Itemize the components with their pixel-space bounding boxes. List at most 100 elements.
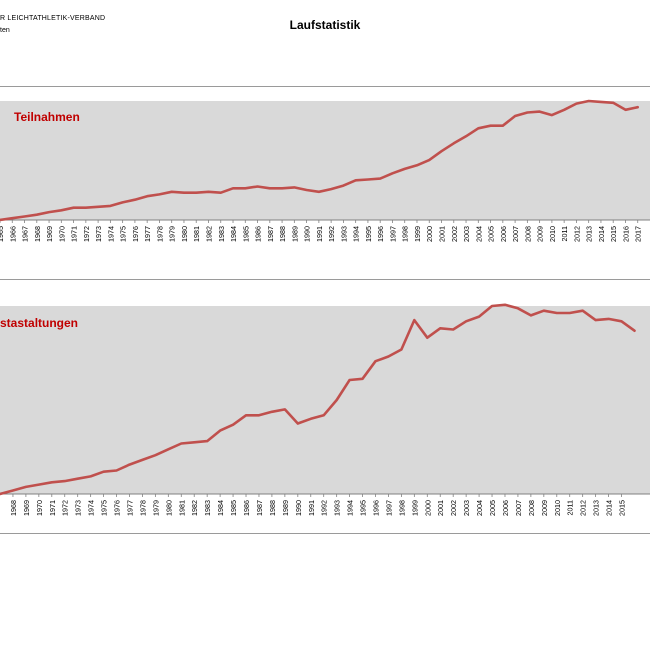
events-line bbox=[0, 303, 636, 496]
organization-subtitle: ten bbox=[0, 27, 10, 34]
events-x-tick-label: 2013 bbox=[592, 500, 601, 516]
participants-x-tick-label: 1987 bbox=[266, 226, 275, 242]
events-x-tick-label: 2008 bbox=[527, 500, 536, 516]
participants-x-tick-label: 2005 bbox=[487, 226, 496, 242]
events-x-tick-label: 2007 bbox=[514, 500, 523, 516]
participants-x-tick-label: 1990 bbox=[303, 226, 312, 242]
participants-x-tick-label: 1967 bbox=[21, 226, 30, 242]
events-x-tick-label: 1997 bbox=[384, 500, 393, 516]
participants-x-tick-label: 1977 bbox=[143, 226, 152, 242]
events-x-tick-label: 1979 bbox=[151, 500, 160, 516]
participants-x-tick-label: 1973 bbox=[94, 226, 103, 242]
events-x-tick-label: 1992 bbox=[320, 500, 329, 516]
participants-x-tick-label: 1965 bbox=[0, 226, 5, 242]
events-x-tick-label: 2006 bbox=[501, 500, 510, 516]
participants-x-tick-label: 1979 bbox=[168, 226, 177, 242]
participants-x-tick-label: 1994 bbox=[352, 226, 361, 242]
participants-x-tick-label: 1975 bbox=[119, 226, 128, 242]
bottom-separator bbox=[0, 533, 650, 534]
events-x-tick-label: 2015 bbox=[618, 500, 627, 516]
participants-plot-area: 1965 1966 1967 1968 1969 1970 1971 1972 1973 1974… bbox=[0, 99, 650, 242]
participants-x-tick-label: 1988 bbox=[278, 226, 287, 242]
events-x-tick-label: 1985 bbox=[229, 500, 238, 516]
participants-x-tick-label: 1998 bbox=[401, 226, 410, 242]
events-x-tick-label: 2010 bbox=[553, 500, 562, 516]
participants-chart: 1965 1966 1967 1968 1969 1970 1971 1972 1973 1974… bbox=[0, 99, 650, 242]
events-x-tick-label: 1999 bbox=[410, 500, 419, 516]
top-separator bbox=[0, 86, 650, 87]
participants-x-tick-label: 2012 bbox=[572, 226, 581, 242]
participants-x-tick-label: 2007 bbox=[511, 226, 520, 242]
events-x-tick-label: 1998 bbox=[397, 500, 406, 516]
participants-x-tick-label: 2010 bbox=[548, 226, 557, 242]
participants-x-tick-label: 1980 bbox=[180, 226, 189, 242]
events-x-tick-label: 1970 bbox=[35, 500, 44, 516]
events-plot-area: 1968 1969 1970 1971 1972 1973 1974 1975 1976 1977… bbox=[0, 303, 650, 516]
participants-x-tick-label: 1971 bbox=[70, 226, 79, 242]
plot-background bbox=[0, 306, 650, 494]
middle-separator bbox=[0, 279, 650, 280]
events-x-tick-label: 2000 bbox=[423, 500, 432, 516]
participants-x-tick-label: 1966 bbox=[8, 226, 17, 242]
participants-x-tick-label: 1984 bbox=[229, 226, 238, 242]
participants-x-tick-label: 1970 bbox=[57, 226, 66, 242]
events-x-tick-label: 2012 bbox=[579, 500, 588, 516]
events-x-tick-label: 1994 bbox=[346, 500, 355, 516]
participants-x-tick-label: 1983 bbox=[217, 226, 226, 242]
events-x-tick-label: 2014 bbox=[605, 500, 614, 516]
events-x-tick-label: 1989 bbox=[281, 500, 290, 516]
participants-x-tick-label: 2013 bbox=[585, 226, 594, 242]
participants-x-tick-label: 1999 bbox=[413, 226, 422, 242]
participants-x-tick-label: 1976 bbox=[131, 226, 140, 242]
organization-name: R LEICHTATHLETIK-VERBAND bbox=[0, 15, 106, 22]
participants-x-tick-label: 1982 bbox=[204, 226, 213, 242]
events-x-tick-label: 1984 bbox=[216, 500, 225, 516]
participants-x-tick-label: 2011 bbox=[560, 226, 569, 241]
events-x-tick-label: 1974 bbox=[87, 500, 96, 516]
participants-x-tick-label: 1996 bbox=[376, 226, 385, 242]
events-x-tick-label: 1980 bbox=[164, 500, 173, 516]
events-x-tick-label: 1990 bbox=[294, 500, 303, 516]
participants-x-tick-label: 2004 bbox=[474, 226, 483, 242]
participants-x-tick-label: 1985 bbox=[241, 226, 250, 242]
events-x-tick-label: 1978 bbox=[138, 500, 147, 516]
events-x-tick-label: 1993 bbox=[333, 500, 342, 516]
events-x-tick-label: 1995 bbox=[359, 500, 368, 516]
events-x-tick-label: 1971 bbox=[48, 500, 57, 516]
participants-x-tick-label: 1995 bbox=[364, 226, 373, 242]
participants-x-tick-label: 1969 bbox=[45, 226, 54, 242]
events-x-tick-label: 1988 bbox=[268, 500, 277, 516]
participants-x-tick-label: 1974 bbox=[106, 226, 115, 242]
participants-x-tick-label: 2006 bbox=[499, 226, 508, 242]
events-x-tick-label: 1975 bbox=[100, 500, 109, 516]
events-x-tick-label: 1981 bbox=[177, 500, 186, 516]
participants-x-tick-label: 1972 bbox=[82, 226, 91, 242]
events-x-tick-label: 1986 bbox=[242, 500, 251, 516]
events-x-tick-label: 2003 bbox=[462, 500, 471, 516]
participants-x-tick-label: 1993 bbox=[339, 226, 348, 242]
participants-x-tick-label: 1989 bbox=[290, 226, 299, 242]
participants-line bbox=[0, 99, 640, 222]
report-title: Laufstatistik bbox=[289, 18, 361, 32]
events-x-tick-label: 2011 bbox=[566, 500, 575, 515]
plot-background bbox=[0, 101, 650, 220]
events-x-tick-label: 1976 bbox=[113, 500, 122, 516]
participants-x-tick-label: 2016 bbox=[621, 226, 630, 242]
participants-x-tick-label: 1978 bbox=[155, 226, 164, 242]
events-x-tick-label: 1977 bbox=[125, 500, 134, 516]
participants-x-tick-label: 2015 bbox=[609, 226, 618, 242]
events-x-tick-label: 1973 bbox=[74, 500, 83, 516]
participants-x-tick-label: 2009 bbox=[536, 226, 545, 242]
participants-x-tick-label: 1991 bbox=[315, 226, 324, 242]
events-x-tick-label: 2005 bbox=[488, 500, 497, 516]
events-x-tick-label: 1983 bbox=[203, 500, 212, 516]
participants-x-tick-label: 2008 bbox=[523, 226, 532, 242]
participants-x-tick-label: 2002 bbox=[450, 226, 459, 242]
participants-x-tick-label: 1968 bbox=[33, 226, 42, 242]
participants-x-tick-label: 2001 bbox=[438, 226, 447, 242]
participants-chart-title: Teilnahmen bbox=[14, 110, 80, 124]
participants-x-tick-label: 1981 bbox=[192, 226, 201, 242]
participants-x-tick-label: 1986 bbox=[254, 226, 263, 242]
participants-x-tick-label: 2014 bbox=[597, 226, 606, 242]
events-x-tick-label: 1968 bbox=[9, 500, 18, 516]
